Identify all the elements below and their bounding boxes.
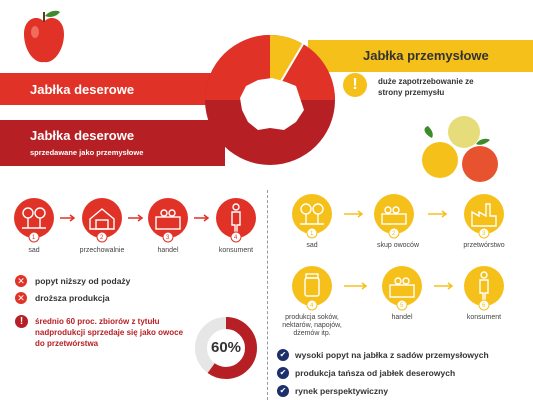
svg-text:4: 4 — [310, 303, 314, 309]
banner-industrial-title: Jabłka przemysłowe — [363, 48, 489, 63]
svg-text:1: 1 — [32, 235, 36, 241]
section-divider — [267, 190, 268, 400]
advantage-2: produkcja tańsza od jabłek deserowych — [295, 368, 456, 378]
banner-dessert-title: Jabłka deserowe — [30, 82, 135, 97]
warning-circle-icon: ! — [15, 315, 28, 328]
advantage-3: rynek perspektywiczny — [295, 386, 389, 396]
apples-group-icon — [422, 116, 498, 182]
check-icon: ✔ — [277, 367, 289, 379]
yellow-circle-1 — [292, 194, 332, 234]
overproduction-note: średnio 60 proc. zbiorów z tytułu nadpro… — [35, 317, 184, 348]
percent-value: 60% — [210, 339, 242, 356]
right-flow: 1 2 3 4 5 6 — [292, 194, 504, 311]
flow-circle-1 — [14, 198, 54, 238]
svg-text:5: 5 — [400, 303, 404, 309]
right-flow-label-2: skup owoców — [376, 242, 420, 249]
issue-2: droższa produkcja — [35, 293, 110, 303]
flow-circle-2 — [82, 198, 122, 238]
banner-dessert-industrial-title: Jabłka deserowe — [30, 128, 135, 143]
banner-dessert-industrial — [0, 120, 225, 166]
percent-donut — [195, 317, 257, 379]
svg-text:3: 3 — [482, 231, 486, 237]
advantage-1: wysoki popyt na jabłka z sadów przemysło… — [295, 350, 489, 360]
flow-circle-3 — [148, 198, 188, 238]
right-flow-label-6: konsument — [466, 314, 502, 321]
issue-1: popyt niższy od podaży — [35, 276, 131, 286]
right-flow-label-4: produkcja soków, nektarów, napojów, dżem… — [282, 314, 342, 337]
yellow-circle-2 — [374, 194, 414, 234]
poland-pie-chart — [205, 35, 335, 165]
svg-text:1: 1 — [310, 231, 314, 237]
svg-text:4: 4 — [234, 235, 238, 241]
svg-text:3: 3 — [166, 235, 170, 241]
close-icon: ✕ — [15, 275, 27, 287]
check-icon: ✔ — [277, 385, 289, 397]
close-icon: ✕ — [15, 292, 27, 304]
banner-dessert-industrial-subtitle: sprzedawane jako przemysłowe — [30, 148, 144, 157]
right-flow-label-3: przetwórstwo — [463, 242, 505, 249]
yellow-circle-3 — [464, 194, 504, 234]
warning-circle-icon: ! — [343, 73, 367, 97]
svg-text:6: 6 — [482, 303, 486, 309]
yellow-circle-5 — [382, 266, 422, 306]
banner-dessert — [0, 73, 225, 105]
left-flow-label-1: sad — [28, 247, 40, 254]
svg-text:2: 2 — [100, 235, 104, 241]
yellow-circle-4 — [292, 266, 332, 306]
apple-icon — [24, 10, 64, 63]
demand-note: duże zapotrzebowanie ze strony przemysłu — [378, 77, 474, 97]
banner-industrial — [308, 40, 533, 72]
right-flow-label-1: sad — [306, 242, 318, 249]
left-flow-label-2: przechowalnie — [79, 247, 125, 254]
svg-text:2: 2 — [392, 231, 396, 237]
left-flow-label-4: konsument — [218, 247, 254, 254]
right-flow-label-5: handel — [391, 314, 413, 321]
left-flow-label-3: handel — [157, 247, 179, 254]
left-flow: 1 2 3 4 — [14, 198, 256, 243]
check-icon: ✔ — [277, 349, 289, 361]
